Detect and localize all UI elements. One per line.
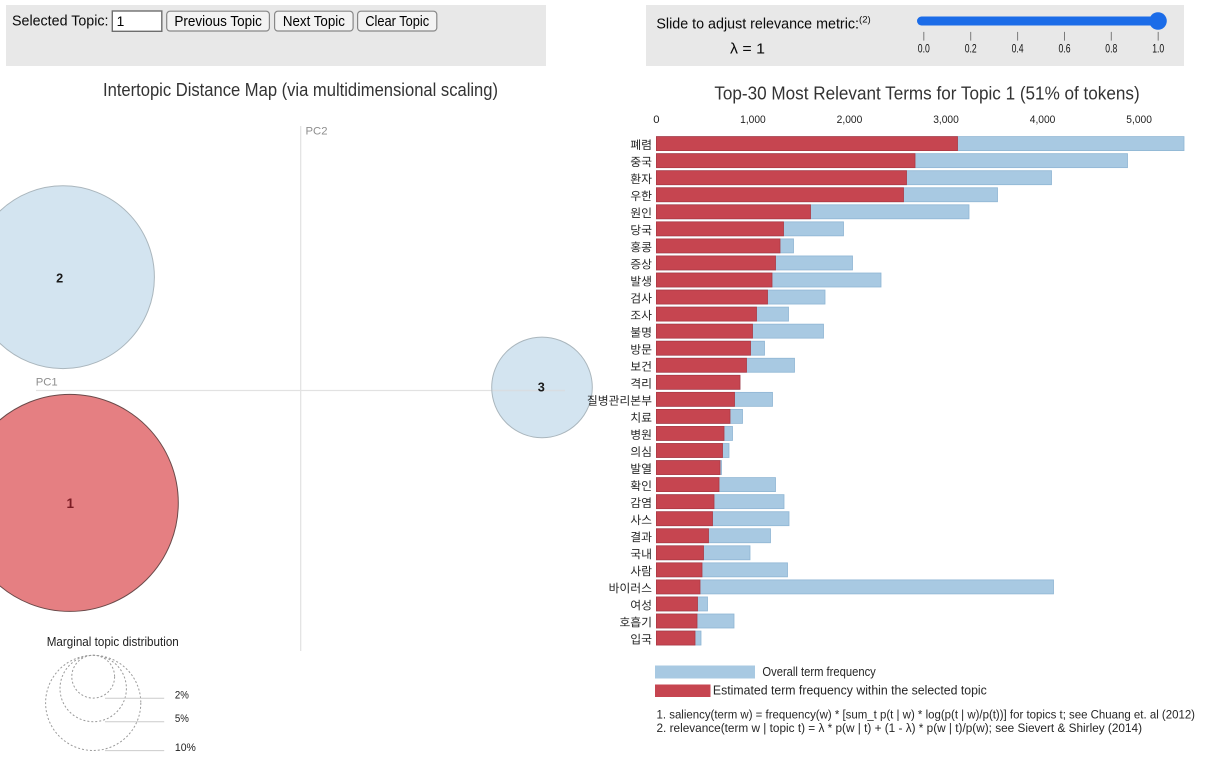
svg-text:Next Topic: Next Topic: [283, 14, 345, 30]
svg-text:Previous Topic: Previous Topic: [174, 14, 262, 30]
svg-text:1. saliency(term w) = frequenc: 1. saliency(term w) = frequency(w) * [su…: [657, 708, 1196, 722]
svg-text:(2): (2): [859, 15, 871, 26]
svg-text:PC1: PC1: [36, 377, 58, 389]
svg-text:Selected Topic:: Selected Topic:: [12, 14, 109, 30]
svg-text:Clear Topic: Clear Topic: [365, 14, 429, 30]
svg-text:PC2: PC2: [306, 126, 328, 138]
svg-text:1: 1: [67, 496, 75, 511]
svg-text:4,000: 4,000: [1030, 114, 1056, 126]
svg-text:Marginal topic distribution: Marginal topic distribution: [47, 635, 179, 649]
svg-text:0.4: 0.4: [1012, 41, 1024, 55]
svg-text:2. relevance(term w | topic t): 2. relevance(term w | topic t) = λ * p(w…: [657, 721, 1143, 735]
svg-text:3: 3: [538, 380, 545, 394]
svg-text:Estimated term frequency withi: Estimated term frequency within the sele…: [713, 682, 987, 697]
svg-text:10%: 10%: [175, 742, 196, 754]
svg-text:0.2: 0.2: [965, 41, 977, 55]
svg-text:λ = 1: λ = 1: [730, 41, 765, 57]
svg-text:5,000: 5,000: [1126, 114, 1152, 126]
svg-text:1.0: 1.0: [1152, 41, 1164, 55]
svg-text:0.0: 0.0: [918, 41, 930, 55]
svg-text:5%: 5%: [175, 713, 189, 725]
svg-text:1,000: 1,000: [740, 114, 766, 126]
svg-text:2: 2: [56, 271, 63, 285]
svg-text:Slide to adjust relevance metr: Slide to adjust relevance metric:: [656, 17, 859, 33]
svg-text:Overall term frequency: Overall term frequency: [762, 664, 876, 679]
svg-text:0.8: 0.8: [1105, 41, 1117, 55]
svg-text:Top-30 Most Relevant Terms for: Top-30 Most Relevant Terms for Topic 1 (…: [714, 83, 1139, 103]
svg-text:0: 0: [653, 114, 659, 126]
svg-text:3,000: 3,000: [933, 114, 959, 126]
svg-text:2,000: 2,000: [837, 114, 863, 126]
svg-text:2%: 2%: [175, 690, 189, 702]
svg-text:0.6: 0.6: [1059, 41, 1071, 55]
svg-text:Intertopic Distance Map (via m: Intertopic Distance Map (via multidimens…: [103, 80, 498, 100]
svg-text:1: 1: [117, 14, 125, 29]
